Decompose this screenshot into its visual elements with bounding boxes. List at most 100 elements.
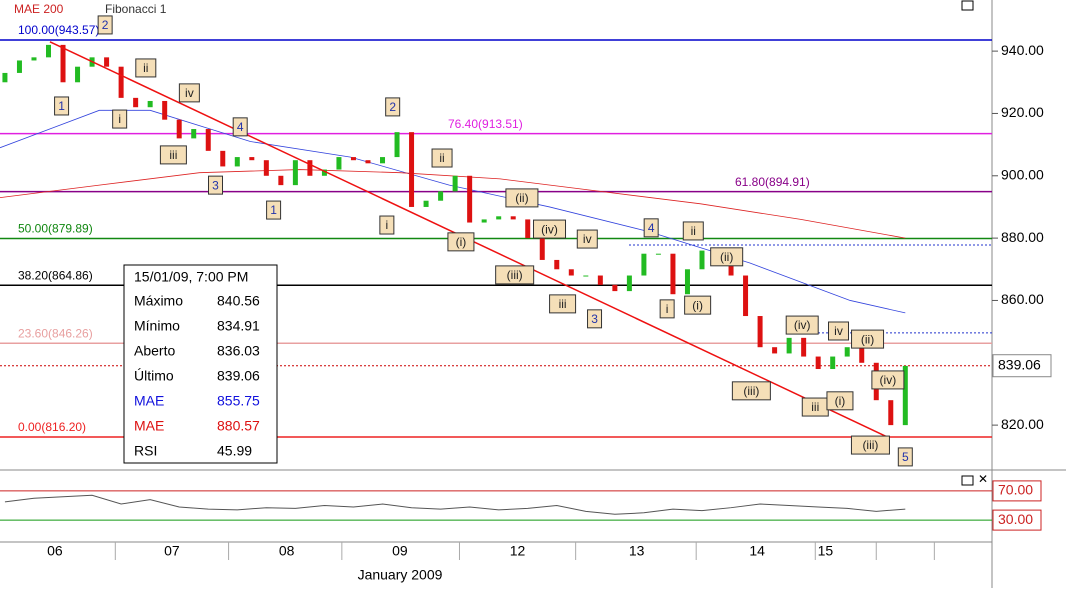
- candle: [220, 150, 226, 167]
- candle: [46, 44, 52, 58]
- x-tick-label: 06: [47, 543, 63, 559]
- wave-label: 4: [237, 120, 244, 134]
- wave-box: [659, 299, 675, 319]
- candle: [147, 100, 153, 108]
- window-button[interactable]: [961, 0, 974, 11]
- window-button[interactable]: [961, 475, 974, 486]
- fib-label: 61.80(894.91): [735, 175, 810, 189]
- wave-box: [379, 215, 395, 235]
- candle: [176, 119, 182, 139]
- candle: [801, 337, 807, 357]
- wave-box: [576, 229, 598, 249]
- candle: [438, 191, 444, 201]
- legend-item[interactable]: Fibonacci 1: [105, 2, 167, 16]
- wave-label: 3: [212, 178, 219, 192]
- candle: [278, 175, 284, 186]
- candle: [162, 100, 168, 120]
- wave-box: [643, 218, 659, 238]
- wave-label: (iv): [880, 373, 897, 387]
- y-tick-label: 820.00: [1001, 416, 1044, 432]
- candle: [118, 66, 124, 98]
- wave-box: [208, 175, 224, 195]
- wave-box: [431, 148, 453, 168]
- info-label: MAE: [134, 418, 164, 434]
- y-tick-label: 900.00: [1001, 166, 1044, 182]
- wave-label: (i): [835, 394, 846, 408]
- info-label: RSI: [134, 443, 157, 459]
- wave-box: [684, 295, 712, 315]
- fib-label: 38.20(864.86): [18, 268, 93, 282]
- candle: [568, 269, 574, 276]
- info-label: Aberto: [134, 343, 175, 359]
- wave-box: [549, 294, 577, 314]
- x-tick-label: 08: [279, 543, 295, 559]
- candle: [321, 169, 327, 176]
- wave-label: (iii): [862, 438, 878, 452]
- last-price-label: 839.06: [998, 356, 1041, 372]
- candle: [815, 356, 821, 370]
- wave-label: 5: [902, 450, 909, 464]
- candle: [641, 253, 647, 276]
- candle: [684, 269, 690, 295]
- wave-box: [850, 435, 890, 455]
- rsi-tick-label: 70.00: [998, 482, 1033, 498]
- info-label: Mínimo: [134, 318, 180, 334]
- y-tick-label: 940.00: [1001, 42, 1044, 58]
- moving-average: [0, 169, 906, 239]
- wave-box: [447, 232, 475, 252]
- wave-label: iv: [583, 232, 592, 246]
- wave-box: [828, 321, 850, 341]
- candle: [757, 316, 763, 348]
- candle: [670, 253, 676, 295]
- x-tick-label: 15: [818, 543, 834, 559]
- close-button[interactable]: ✕: [978, 472, 988, 486]
- wave-label: (ii): [515, 191, 528, 205]
- candle: [902, 365, 908, 426]
- rsi-tick-box: [992, 509, 1042, 531]
- candle: [350, 157, 356, 161]
- fib-label: 100.00(943.57): [18, 23, 99, 37]
- wave-label: (i): [692, 298, 703, 312]
- legend-item[interactable]: MAE 200: [14, 2, 64, 16]
- wave-label: (ii): [861, 332, 874, 346]
- x-tick-label: 12: [510, 543, 526, 559]
- wave-box: [112, 109, 128, 129]
- info-title: 15/01/09, 7:00 PM: [134, 269, 248, 285]
- wave-label: i: [666, 302, 669, 316]
- info-value: 880.57: [217, 418, 260, 434]
- wave-label: (iv): [794, 318, 811, 332]
- info-bg: [123, 264, 278, 464]
- candle: [380, 157, 386, 164]
- candle: [31, 57, 37, 61]
- candle: [728, 263, 734, 276]
- candle: [409, 132, 415, 207]
- wave-label: (iv): [541, 222, 558, 236]
- candle: [612, 284, 618, 292]
- fib-label: 50.00(879.89): [18, 222, 93, 236]
- wave-box: [505, 188, 539, 208]
- candle: [60, 44, 66, 83]
- wave-box: [266, 200, 282, 220]
- wave-box: [135, 58, 157, 78]
- candle: [699, 250, 705, 270]
- wave-label: 1: [270, 203, 277, 217]
- wave-label: (i): [456, 235, 467, 249]
- candle: [307, 160, 313, 176]
- x-tick-label: 09: [392, 543, 408, 559]
- candle: [205, 129, 211, 151]
- candle: [830, 356, 836, 370]
- candle: [597, 275, 603, 285]
- candle: [75, 66, 81, 83]
- candle: [365, 160, 371, 164]
- x-tick-label: 07: [164, 543, 180, 559]
- wave-box: [159, 145, 187, 165]
- info-value: 45.99: [217, 443, 252, 459]
- wave-label: ii: [143, 61, 148, 75]
- wave-box: [851, 329, 885, 349]
- candle: [554, 259, 560, 270]
- candle: [467, 175, 473, 223]
- wave-label: i: [386, 218, 389, 232]
- fib-label: 23.60(846.26): [18, 326, 93, 340]
- wave-box: [495, 265, 535, 285]
